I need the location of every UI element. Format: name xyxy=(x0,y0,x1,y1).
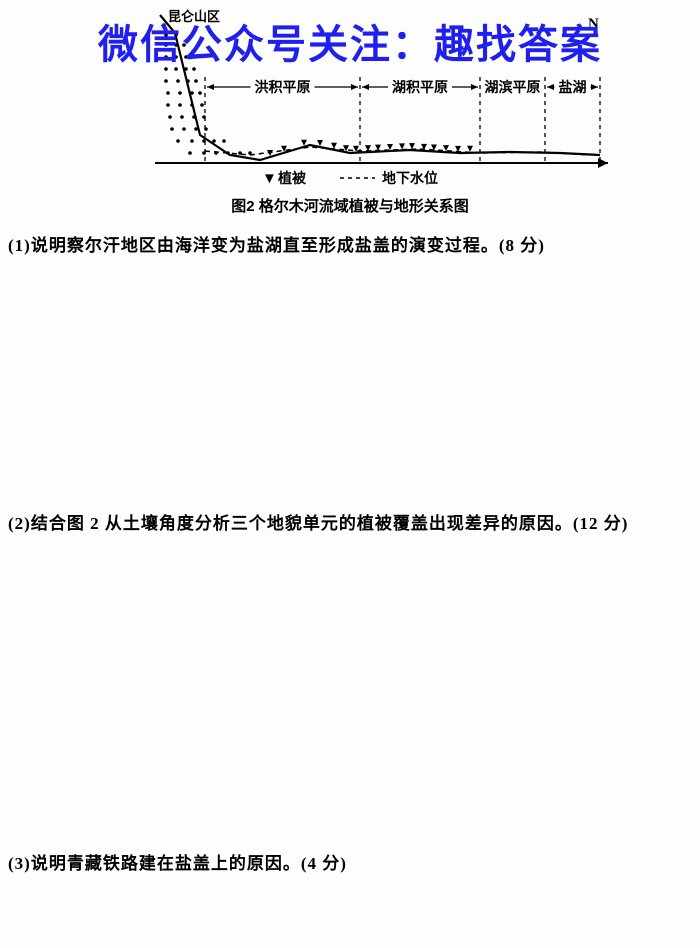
watermark-text: 微信公众号关注：趣找答案 xyxy=(0,12,700,70)
question-2: (2)结合图 2 从土壤角度分析三个地貌单元的植被覆盖出现差异的原因。(12 分… xyxy=(8,510,698,537)
question-3: (3)说明青藏铁路建在盐盖上的原因。(4 分) xyxy=(8,850,688,877)
diagram-caption: 图2 格尔木河流域植被与地形关系图 xyxy=(0,195,700,216)
svg-text:盐湖: 盐湖 xyxy=(559,79,587,96)
svg-text:植被: 植被 xyxy=(277,170,307,187)
svg-text:地下水位: 地下水位 xyxy=(382,170,438,187)
question-1: (1)说明察尔汗地区由海洋变为盐湖直至形成盐盖的演变过程。(8 分) xyxy=(8,232,688,259)
svg-text:▼: ▼ xyxy=(262,171,277,187)
svg-text:湖滨平原: 湖滨平原 xyxy=(485,79,541,96)
svg-text:洪积平原: 洪积平原 xyxy=(255,79,311,96)
svg-text:湖积平原: 湖积平原 xyxy=(392,79,448,96)
